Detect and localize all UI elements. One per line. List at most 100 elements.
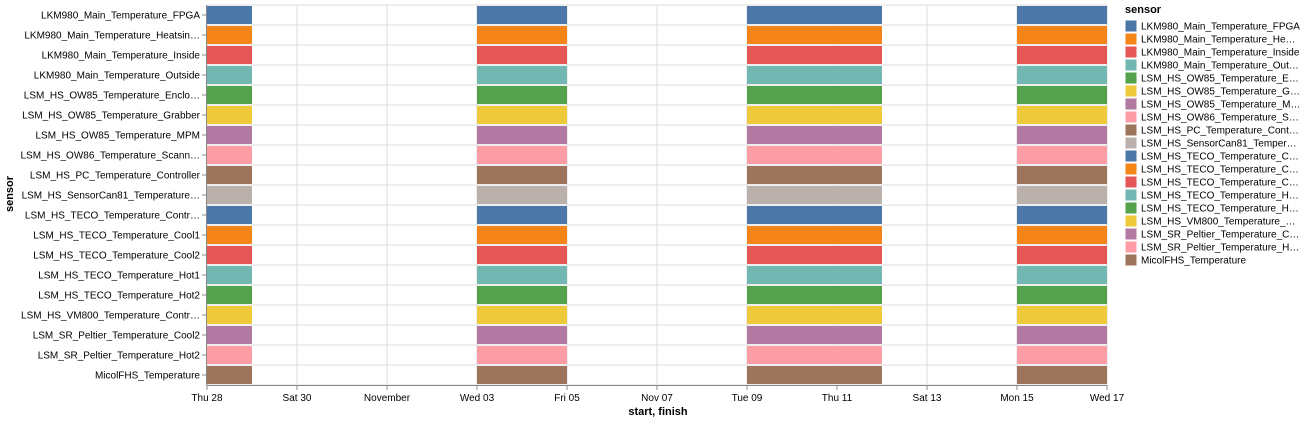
legend-swatch: [1125, 59, 1137, 71]
legend-swatch: [1125, 46, 1137, 58]
x-tick-label: Sat 30: [283, 393, 312, 404]
y-tick-label: LSM_SR_Peltier_Temperature_Cool2: [33, 331, 201, 342]
gantt-bar: [747, 166, 882, 184]
y-tick-label: LSM_HS_TECO_Temperature_Cool2: [33, 251, 200, 262]
x-axis: Thu 28 Sat 30 November Wed 03 Fri 05 Nov 07 Tu…: [191, 385, 1125, 404]
gantt-bar: [477, 66, 567, 84]
gantt-bar: [207, 246, 252, 264]
legend-label: LSM_HS_TECO_Temperature_C…: [1141, 178, 1299, 189]
x-tick-label: Thu 11: [822, 393, 853, 404]
y-axis-title: sensor: [4, 175, 16, 212]
gantt-bar: [207, 146, 252, 164]
gantt-bar: [477, 366, 567, 384]
legend: sensor LKM980_Main_Temperature_FPGA LKM98…: [1125, 4, 1301, 267]
gantt-bar: [207, 166, 252, 184]
legend-label: LSM_HS_SensorCan81_Temper…: [1141, 139, 1297, 150]
gantt-bar: [1017, 346, 1107, 364]
legend-swatch: [1125, 85, 1137, 97]
y-tick-label: LSM_HS_OW85_Temperature_Grabber: [22, 111, 201, 122]
x-axis-title: start, finish: [628, 406, 688, 418]
gantt-bar: [477, 6, 567, 24]
legend-label: LSM_HS_TECO_Temperature_H…: [1141, 191, 1299, 202]
gantt-bar: [477, 326, 567, 344]
x-tick-label: Wed 03: [460, 393, 495, 404]
gantt-bar: [747, 106, 882, 124]
legend-label: LSM_HS_OW85_Temperature_M…: [1141, 100, 1301, 111]
gantt-bar: [747, 286, 882, 304]
gantt-bar: [747, 66, 882, 84]
x-tick-label: Mon 15: [1000, 393, 1034, 404]
grid-lines: [206, 4, 1108, 386]
legend-swatch: [1125, 189, 1137, 201]
gantt-bar: [477, 106, 567, 124]
gantt-bar: [747, 326, 882, 344]
gantt-bar: [207, 26, 252, 44]
legend-label: LKM980_Main_Temperature_Out…: [1141, 61, 1299, 72]
gantt-bar: [207, 366, 252, 384]
gantt-bar: [1017, 146, 1107, 164]
gantt-bar: [1017, 26, 1107, 44]
legend-label: LKM980_Main_Temperature_FPGA: [1141, 22, 1300, 33]
gantt-bar: [207, 186, 252, 204]
legend-label: LKM980_Main_Temperature_He…: [1141, 35, 1296, 46]
legend-label: LKM980_Main_Temperature_Inside: [1141, 48, 1300, 59]
gantt-bar: [207, 226, 252, 244]
x-tick-label: Tue 09: [732, 393, 763, 404]
x-tick-label: Nov 07: [641, 393, 673, 404]
legend-label: LSM_HS_OW85_Temperature_E…: [1141, 74, 1299, 85]
bar-marks: [207, 6, 1107, 384]
gantt-bar: [747, 226, 882, 244]
gantt-bar: [747, 6, 882, 24]
legend-swatch: [1125, 72, 1137, 84]
gantt-bar: [747, 86, 882, 104]
legend-label: LSM_HS_PC_Temperature_Cont…: [1141, 126, 1299, 137]
gantt-bar: [1017, 86, 1107, 104]
y-tick-label: LSM_HS_OW85_Temperature_MPM: [35, 131, 200, 142]
x-tick-label: November: [364, 393, 411, 404]
gantt-bar: [477, 206, 567, 224]
legend-swatch: [1125, 202, 1137, 214]
gantt-bar: [207, 126, 252, 144]
gantt-bar: [207, 346, 252, 364]
x-tick-label: Thu 28: [191, 393, 223, 404]
gantt-bar: [1017, 306, 1107, 324]
legend-swatch: [1125, 241, 1137, 253]
y-tick-label: LKM980_Main_Temperature_Outside: [34, 71, 201, 82]
x-tick-label: Wed 17: [1090, 393, 1125, 404]
x-tick-label: Sat 13: [913, 393, 942, 404]
gantt-bar: [207, 286, 252, 304]
gantt-bar: [1017, 126, 1107, 144]
legend-label: LSM_HS_OW86_Temperature_S…: [1141, 113, 1299, 124]
gantt-bar: [207, 86, 252, 104]
y-tick-label: LKM980_Main_Temperature_Heatsin…: [24, 31, 200, 42]
legend-title: sensor: [1125, 4, 1162, 16]
gantt-bar: [207, 206, 252, 224]
gantt-bar: [477, 246, 567, 264]
gantt-bar: [477, 46, 567, 64]
y-tick-label: LSM_SR_Peltier_Temperature_Hot2: [38, 351, 201, 362]
gantt-bar: [1017, 366, 1107, 384]
gantt-bar: [207, 326, 252, 344]
gantt-bar: [1017, 66, 1107, 84]
gantt-bar: [207, 306, 252, 324]
y-tick-label: LSM_HS_PC_Temperature_Controller: [30, 171, 201, 182]
gantt-bar: [747, 206, 882, 224]
gantt-bar: [477, 166, 567, 184]
legend-label: LSM_HS_OW85_Temperature_G…: [1141, 87, 1300, 98]
legend-swatch: [1125, 254, 1137, 266]
gantt-bar: [207, 46, 252, 64]
y-tick-label: LSM_HS_TECO_Temperature_Hot2: [38, 291, 200, 302]
gantt-bar: [207, 266, 252, 284]
gantt-bar: [207, 6, 252, 24]
gantt-bar: [1017, 286, 1107, 304]
legend-swatch: [1125, 124, 1137, 136]
legend-label: LSM_HS_TECO_Temperature_C…: [1141, 165, 1299, 176]
legend-swatch: [1125, 98, 1137, 110]
gantt-bar: [1017, 206, 1107, 224]
gantt-bar: [1017, 326, 1107, 344]
gantt-bar: [1017, 166, 1107, 184]
gantt-bar: [477, 86, 567, 104]
gantt-bar: [1017, 266, 1107, 284]
y-tick-label: MicolFHS_Temperature: [95, 371, 200, 382]
